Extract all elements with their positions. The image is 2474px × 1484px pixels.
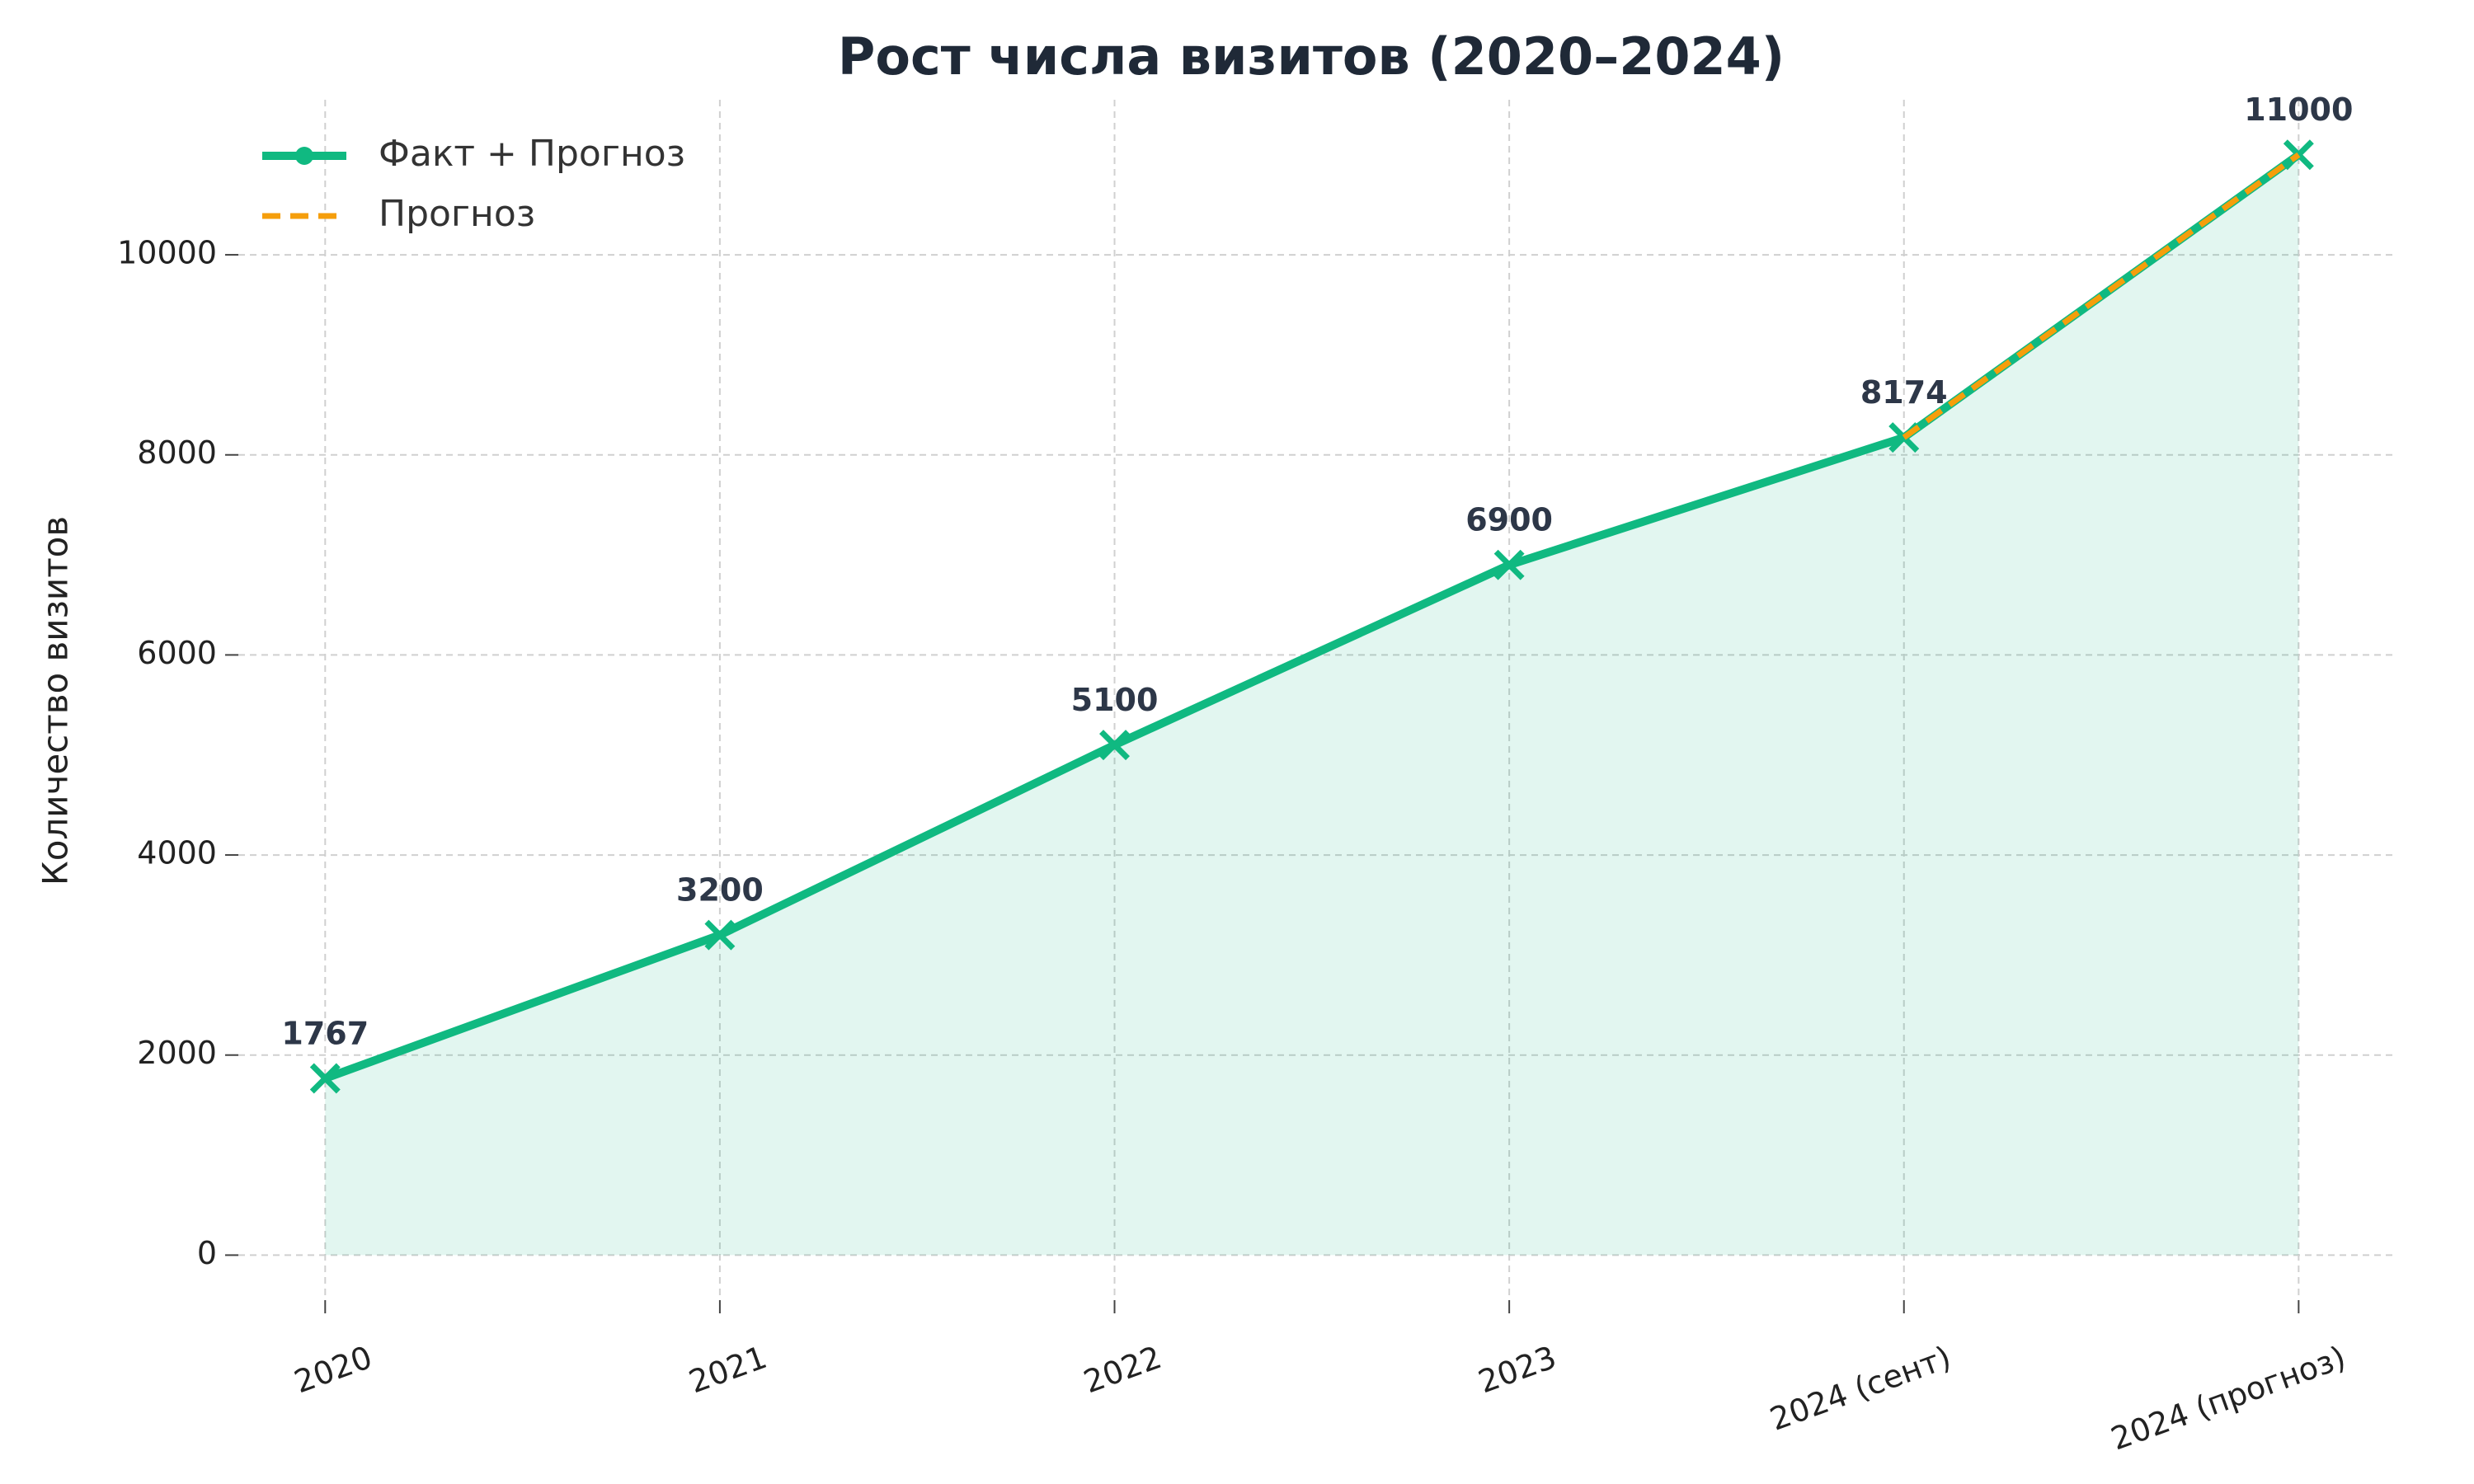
series-line (323, 151, 2302, 1082)
data-label: 3200 (676, 872, 764, 909)
legend-marker (295, 147, 313, 165)
marker (309, 1063, 341, 1094)
data-label: 11000 (2244, 92, 2353, 128)
y-tick-label: 10000 (117, 235, 217, 271)
data-label: 1767 (281, 1016, 369, 1052)
y-tick-label: 0 (197, 1235, 217, 1271)
legend-label: Прогноз (379, 193, 535, 235)
y-axis-label: Количество визитов (35, 516, 76, 885)
x-tick-label: 2024 (прогноз) (2106, 1339, 2350, 1458)
x-tick-label: 2021 (684, 1339, 772, 1400)
y-tick-label: 6000 (137, 635, 217, 671)
y-tick-label: 2000 (137, 1035, 217, 1071)
y-tick-label: 8000 (137, 434, 217, 471)
y-tick-label: 4000 (137, 835, 217, 871)
x-tick-label: 2020 (289, 1339, 377, 1400)
x-tick-label: 2022 (1079, 1339, 1166, 1400)
marker (704, 919, 736, 951)
x-tick-label: 2023 (1474, 1339, 1561, 1400)
marker (1493, 549, 1525, 580)
data-label: 6900 (1465, 502, 1553, 538)
data-label: 5100 (1071, 682, 1159, 718)
marker (1099, 730, 1130, 761)
data-label: 8174 (1860, 374, 1948, 411)
legend-label: Факт + Прогноз (379, 133, 685, 175)
marker (2283, 139, 2314, 171)
series-line (1902, 152, 2301, 440)
x-tick-label: 2024 (сент) (1766, 1339, 1956, 1438)
area (325, 154, 2299, 1256)
chart-title: Рост числа визитов (2020–2024) (838, 26, 1785, 87)
